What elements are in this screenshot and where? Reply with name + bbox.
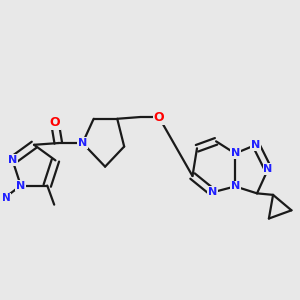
Text: O: O — [50, 116, 60, 129]
Text: N: N — [16, 181, 26, 190]
Text: O: O — [154, 111, 164, 124]
Text: N: N — [251, 140, 261, 150]
Text: N: N — [263, 164, 273, 174]
Text: N: N — [208, 187, 217, 197]
Text: N: N — [230, 148, 240, 158]
Text: N: N — [8, 155, 17, 165]
Text: N: N — [2, 194, 11, 203]
Text: N: N — [78, 138, 87, 148]
Text: N: N — [230, 182, 240, 191]
